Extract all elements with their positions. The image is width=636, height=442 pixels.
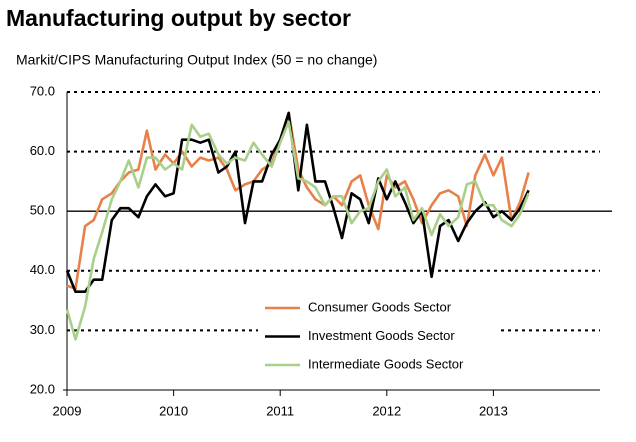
y-tick-label: 30.0	[30, 322, 55, 337]
chart-title: Manufacturing output by sector	[6, 5, 351, 31]
legend-label: Consumer Goods Sector	[308, 299, 452, 314]
y-tick-label: 40.0	[30, 262, 55, 277]
legend-bg	[258, 354, 498, 376]
series-line	[65, 111, 530, 293]
chart-subtitle: Markit/CIPS Manufacturing Output Index (…	[16, 52, 377, 68]
series-line	[65, 120, 530, 341]
x-tick-label: 2011	[266, 403, 294, 418]
y-tick-label: 70.0	[30, 83, 55, 98]
series-line	[66, 111, 530, 290]
legend-label: Intermediate Goods Sector	[308, 356, 464, 371]
y-tick-label: 50.0	[30, 203, 55, 218]
x-tick-label: 2010	[159, 403, 188, 418]
legend-label: Investment Goods Sector	[308, 328, 455, 343]
x-tick-label: 2013	[479, 403, 508, 418]
x-tick-label: 2012	[372, 403, 401, 418]
y-tick-label: 60.0	[30, 143, 55, 158]
x-tick-label: 2009	[53, 403, 82, 418]
legend-bg	[258, 297, 498, 319]
legend-bg	[258, 325, 498, 348]
y-tick-label: 20.0	[30, 381, 55, 396]
